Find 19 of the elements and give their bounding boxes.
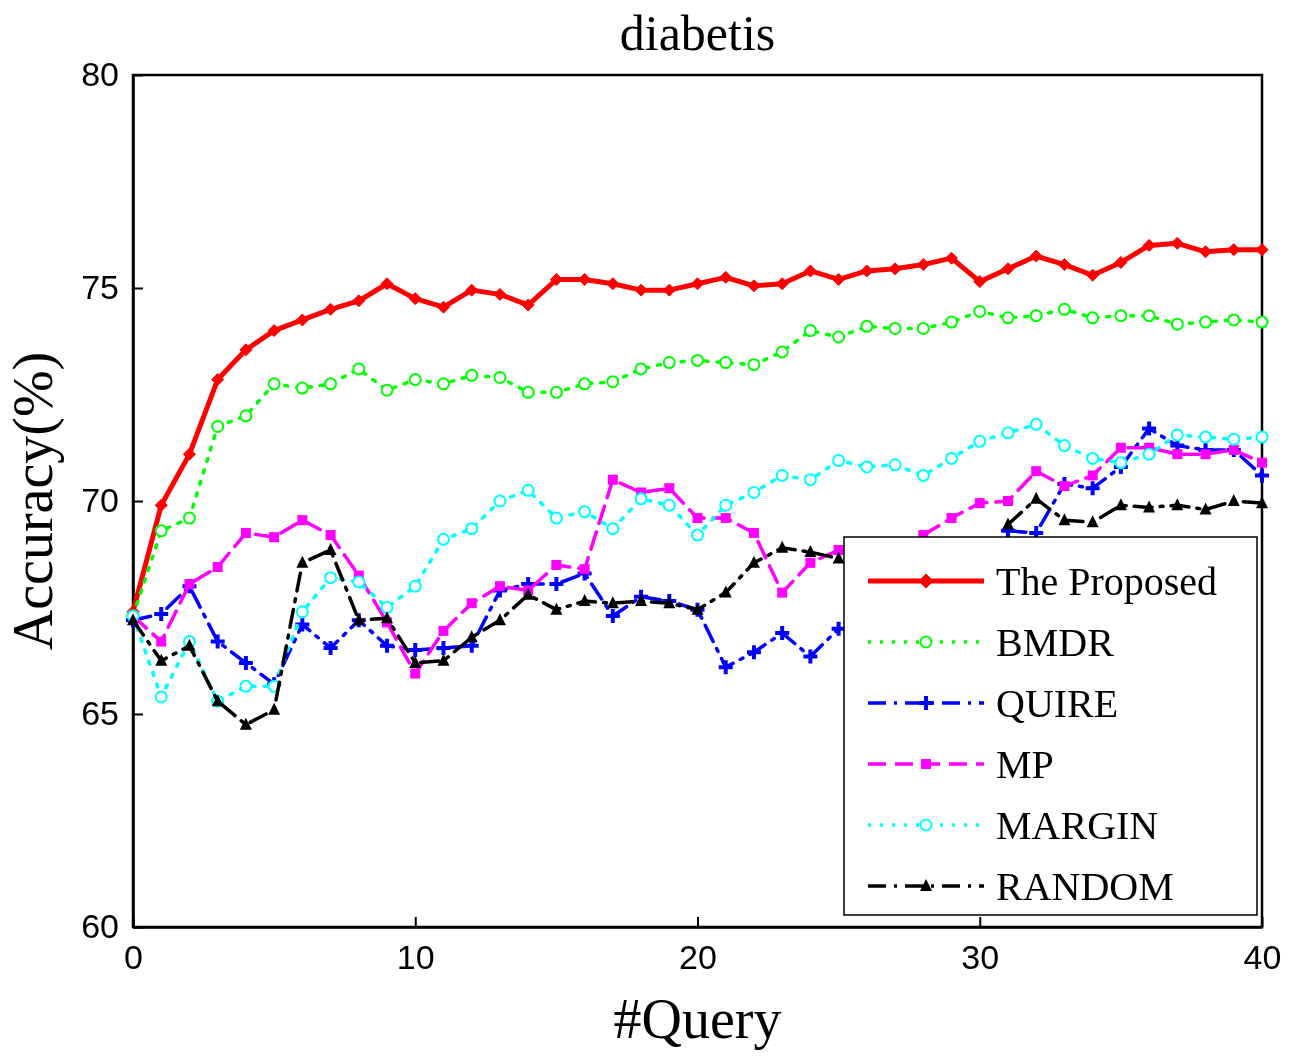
legend-label: BMDR xyxy=(996,620,1115,665)
y-tick-label: 80 xyxy=(81,55,119,94)
legend-label: RANDOM xyxy=(996,864,1174,909)
chart-title: diabetis xyxy=(619,5,776,61)
x-tick-label: 10 xyxy=(396,938,435,977)
x-tick-label: 0 xyxy=(124,938,143,977)
x-tick-label: 20 xyxy=(679,938,717,977)
y-axis-title: Accuracy(%) xyxy=(2,351,65,651)
y-tick-label: 75 xyxy=(81,268,119,307)
y-tick-label: 70 xyxy=(81,481,119,520)
y-tick-label: 65 xyxy=(81,694,119,733)
y-tick-label: 60 xyxy=(81,907,119,946)
x-tick-label: 40 xyxy=(1243,938,1282,977)
x-axis-title: #Query xyxy=(613,988,782,1050)
x-tick-label: 30 xyxy=(961,938,1000,977)
legend-label: MP xyxy=(996,742,1054,787)
legend-label: MARGIN xyxy=(996,803,1159,848)
legend-label: QUIRE xyxy=(996,681,1119,726)
legend-label: The Proposed xyxy=(996,559,1218,604)
